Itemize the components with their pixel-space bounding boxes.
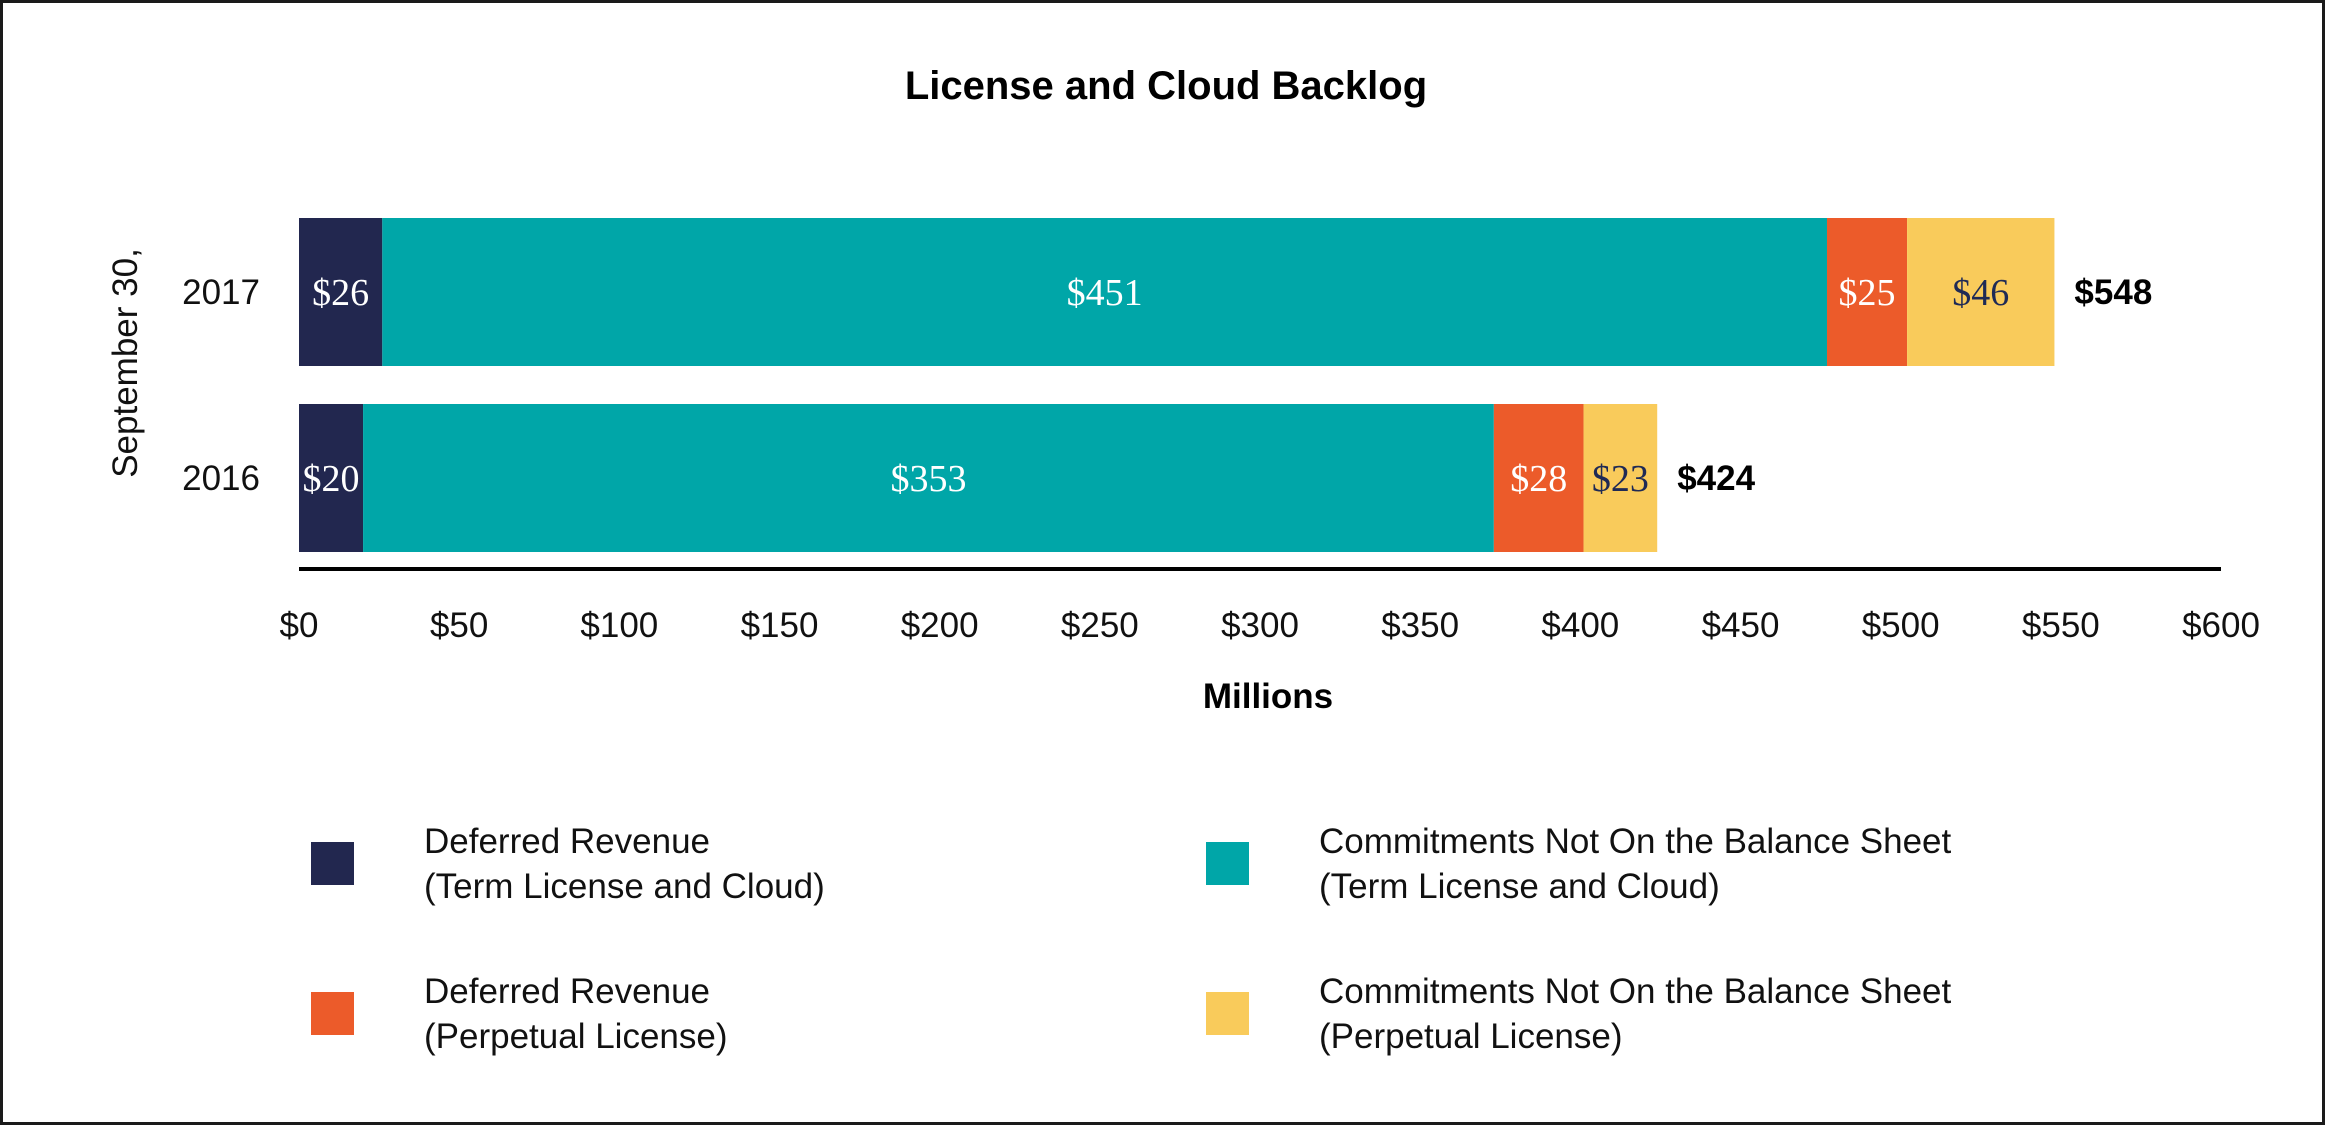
data-label-2017-s2: $25 <box>1839 272 1896 314</box>
legend-label: Deferred Revenue <box>424 822 710 861</box>
legend-swatch <box>311 992 354 1035</box>
chart-title: License and Cloud Backlog <box>905 64 1427 108</box>
data-label-2017-s0: $26 <box>312 272 369 314</box>
legend-label: (Term License and Cloud) <box>424 867 825 906</box>
x-tick-label: $550 <box>2022 606 2100 645</box>
bar-segment-2017-s0 <box>299 218 383 366</box>
legend-swatch <box>1206 842 1249 885</box>
legend-item-3: Commitments Not On the Balance Sheet (Per… <box>1206 972 1952 1056</box>
legend-swatch <box>1206 992 1249 1035</box>
x-tick-label: $450 <box>1702 606 1780 645</box>
legend-label: Deferred Revenue <box>424 972 710 1011</box>
category-label-2017: 2017 <box>182 273 260 312</box>
legend-item-0: Deferred Revenue (Term License and Cloud) <box>311 822 825 906</box>
x-tick-label: $350 <box>1381 606 1459 645</box>
total-label-2017: $548 <box>2074 273 2152 312</box>
legend-label: Commitments Not On the Balance Sheet <box>1319 822 1952 861</box>
legend-label: (Perpetual License) <box>424 1017 728 1056</box>
data-label-2016-s0: $20 <box>303 458 360 500</box>
category-label-2016: 2016 <box>182 459 260 498</box>
legend-swatch <box>311 842 354 885</box>
bar-segment-2016-s1 <box>363 404 1494 552</box>
x-tick-label: $150 <box>741 606 819 645</box>
bar-segment-2016-s2 <box>1493 404 1584 552</box>
bar-segment-2017-s3 <box>1907 218 2055 366</box>
x-ticks: $0 $50 $100 $150 $200 $250 $300 $350 $400 $450 $50… <box>280 606 2260 645</box>
x-axis-label: Millions <box>1203 677 1333 716</box>
bar-segment-2016-s0 <box>299 404 364 552</box>
x-tick-label: $250 <box>1061 606 1139 645</box>
data-label-2016-s3: $23 <box>1592 458 1649 500</box>
data-label-2016-s1: $353 <box>890 458 966 500</box>
total-label-2016: $424 <box>1677 459 1755 498</box>
legend: Deferred Revenue (Term License and Cloud)… <box>311 822 1952 1056</box>
bar-segment-2017-s2 <box>1826 218 1908 366</box>
y-axis-label: September 30, <box>106 248 145 478</box>
data-label-2017-s3: $46 <box>1952 272 2009 314</box>
data-label-2017-s1: $451 <box>1067 272 1143 314</box>
bar-segment-2016-s3 <box>1583 404 1658 552</box>
bars-layer: 2017 $26 $451 $25 $46 $548 2016 $20 $353 $28 $23 $4… <box>182 218 2152 552</box>
legend-label: (Perpetual License) <box>1319 1017 1623 1056</box>
x-tick-label: $400 <box>1541 606 1619 645</box>
bar-segment-2017-s1 <box>382 218 1827 366</box>
x-tick-label: $200 <box>901 606 979 645</box>
x-tick-label: $0 <box>280 606 319 645</box>
legend-item-2: Deferred Revenue (Perpetual License) <box>311 972 728 1056</box>
x-tick-label: $600 <box>2182 606 2260 645</box>
legend-label: Commitments Not On the Balance Sheet <box>1319 972 1952 1011</box>
x-tick-label: $50 <box>430 606 488 645</box>
data-label-2016-s2: $28 <box>1510 458 1567 500</box>
legend-item-1: Commitments Not On the Balance Sheet (Ter… <box>1206 822 1952 906</box>
x-tick-label: $300 <box>1221 606 1299 645</box>
bar-chart: License and Cloud Backlog September 30, … <box>106 64 2260 1056</box>
x-tick-label: $100 <box>580 606 658 645</box>
legend-label: (Term License and Cloud) <box>1319 867 1720 906</box>
x-tick-label: $500 <box>1862 606 1940 645</box>
